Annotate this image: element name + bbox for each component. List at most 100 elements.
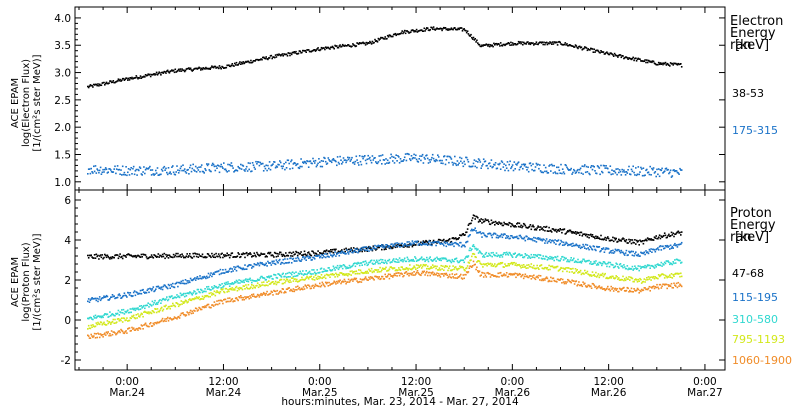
data-point-175-315	[141, 174, 143, 176]
data-point-795-1193	[358, 272, 361, 275]
data-point-38-53	[116, 80, 119, 82]
data-point-115-195	[572, 242, 574, 245]
data-point-310-580	[238, 279, 240, 281]
data-point-175-315	[609, 165, 612, 167]
data-point-1060-1900	[527, 276, 529, 279]
data-point-115-195	[673, 244, 675, 246]
data-point-38-53	[220, 67, 222, 70]
data-point-38-53	[674, 62, 677, 65]
data-point-115-195	[424, 243, 426, 246]
data-point-38-53	[388, 34, 391, 36]
data-point-38-53	[627, 58, 629, 60]
data-point-115-195	[341, 250, 344, 253]
data-point-1060-1900	[261, 294, 263, 297]
data-point-38-53	[108, 82, 110, 84]
data-point-310-580	[102, 316, 104, 319]
data-point-175-315	[625, 171, 628, 173]
data-point-1060-1900	[144, 323, 146, 326]
data-point-795-1193	[299, 279, 301, 281]
data-point-38-53	[639, 58, 641, 60]
data-point-310-580	[516, 254, 519, 256]
data-point-115-195	[395, 245, 397, 248]
data-point-1060-1900	[482, 276, 485, 278]
data-point-1060-1900	[642, 289, 645, 291]
data-point-175-315	[530, 164, 533, 167]
data-point-38-53	[560, 43, 562, 45]
data-point-115-195	[529, 238, 532, 240]
data-point-310-580	[590, 261, 592, 263]
data-point-175-315	[415, 154, 417, 157]
data-point-175-315	[365, 162, 368, 165]
data-point-795-1193	[540, 264, 543, 266]
data-point-47-68	[285, 254, 288, 257]
data-point-115-195	[464, 245, 466, 248]
data-point-1060-1900	[651, 287, 653, 289]
data-point-310-580	[194, 290, 196, 293]
data-point-47-68	[322, 252, 324, 254]
data-point-47-68	[113, 256, 115, 259]
data-point-38-53	[262, 56, 264, 59]
data-point-115-195	[364, 249, 367, 252]
data-point-38-53	[612, 54, 614, 56]
data-point-795-1193	[354, 273, 357, 275]
data-point-47-68	[530, 228, 533, 231]
data-point-175-315	[172, 165, 174, 167]
data-point-175-315	[368, 158, 370, 160]
data-point-47-68	[280, 253, 283, 256]
data-point-175-315	[374, 157, 376, 159]
data-point-1060-1900	[177, 315, 180, 318]
data-point-1060-1900	[424, 274, 426, 276]
data-point-47-68	[476, 215, 478, 218]
data-point-115-195	[344, 253, 346, 255]
data-point-115-195	[674, 244, 677, 247]
data-point-1060-1900	[192, 312, 194, 314]
data-point-795-1193	[235, 285, 238, 288]
data-point-38-53	[128, 79, 131, 81]
data-point-115-195	[584, 247, 586, 249]
data-point-795-1193	[132, 316, 134, 318]
data-point-175-315	[501, 161, 504, 164]
data-point-175-315	[629, 173, 632, 176]
data-point-310-580	[239, 282, 241, 284]
data-point-1060-1900	[489, 276, 492, 278]
data-point-47-68	[632, 241, 634, 244]
data-point-795-1193	[533, 264, 535, 267]
data-point-175-315	[98, 169, 101, 172]
data-point-47-68	[593, 236, 595, 238]
data-point-47-68	[145, 256, 148, 258]
data-point-115-195	[169, 287, 171, 289]
data-point-175-315	[133, 173, 136, 176]
data-point-115-195	[627, 254, 629, 256]
data-point-175-315	[176, 165, 178, 167]
data-point-115-195	[110, 296, 113, 298]
data-point-1060-1900	[590, 285, 592, 287]
data-point-795-1193	[664, 274, 667, 277]
data-point-38-53	[313, 49, 315, 51]
data-point-175-315	[602, 164, 605, 167]
data-point-47-68	[520, 224, 522, 227]
data-point-115-195	[532, 239, 534, 242]
data-point-47-68	[324, 250, 327, 253]
data-point-47-68	[257, 254, 260, 256]
data-point-115-195	[210, 272, 212, 274]
data-point-115-195	[261, 262, 263, 264]
data-point-795-1193	[425, 264, 427, 266]
data-point-38-53	[233, 65, 235, 67]
data-point-310-580	[528, 256, 531, 258]
data-point-115-195	[416, 240, 419, 242]
data-point-1060-1900	[603, 288, 606, 290]
data-point-38-53	[552, 43, 555, 45]
data-point-175-315	[367, 154, 369, 157]
data-point-115-195	[285, 262, 288, 264]
data-point-115-195	[333, 253, 335, 256]
data-point-175-315	[104, 168, 106, 171]
data-point-175-315	[466, 158, 469, 161]
data-point-47-68	[93, 254, 96, 256]
data-point-1060-1900	[556, 281, 558, 283]
data-point-175-315	[404, 153, 407, 155]
data-point-115-195	[267, 260, 269, 263]
data-point-175-315	[290, 159, 293, 161]
data-point-38-53	[346, 45, 348, 47]
data-point-175-315	[183, 168, 186, 170]
data-point-38-53	[431, 26, 433, 29]
